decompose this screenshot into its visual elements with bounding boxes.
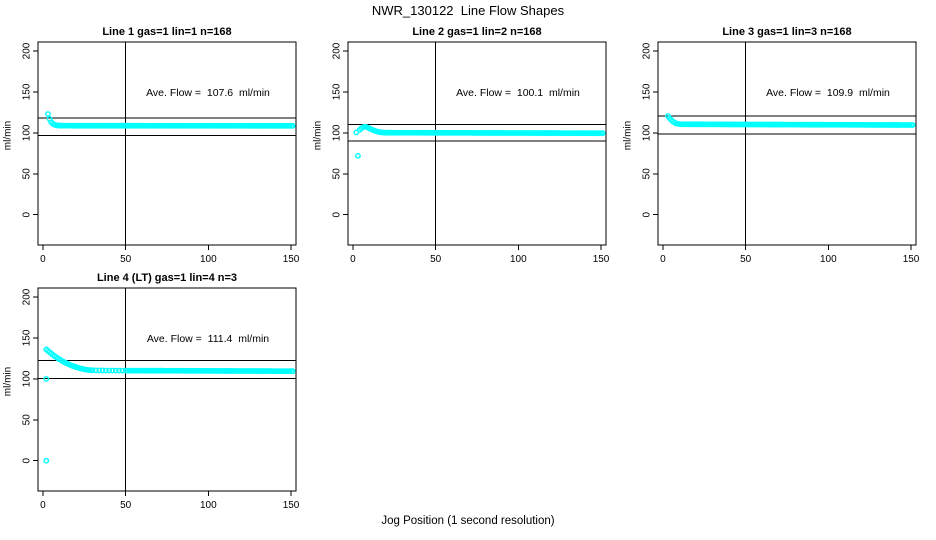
y-tick-label: 50 [22,414,33,426]
y-tick-label: 200 [22,42,33,59]
y-tick-label: 100 [642,124,653,141]
x-tick-label: 0 [40,500,46,511]
y-tick-label: 50 [642,168,653,180]
y-tick-label: 100 [332,124,343,141]
y-tick-label: 0 [642,211,653,217]
data-point [355,152,361,159]
y-axis-title: ml/min [2,120,14,151]
x-tick-label: 50 [740,254,752,265]
y-tick-label: 50 [22,168,33,180]
y-tick-label: 150 [332,83,343,100]
subplot-line-3: 0 50 100 150 0 50 100 150 200 Line 3 gas=1 lin=3… [620,24,932,272]
x-tick-label: 150 [283,500,300,511]
data-point [43,457,50,464]
plot-frame [347,41,607,246]
y-tick-label: 0 [332,211,343,217]
y-tick-label: 0 [22,211,33,217]
subplot-title: Line 4 (LT) gas=1 lin=4 n=3 [96,272,238,284]
x-tick-label: 0 [40,254,46,265]
y-tick-label: 200 [642,42,653,59]
subplot-line-2: 0 50 100 150 0 50 100 150 200 Line 2 gas=1 lin=2… [310,24,622,272]
x-tick-label: 50 [120,500,132,511]
x-tick-label: 150 [593,254,610,265]
y-tick-label: 200 [332,42,343,59]
ave-flow-annotation: Ave. Flow = 100.1 ml/min [456,87,580,99]
plot-frame [37,41,297,246]
ave-flow-annotation: Ave. Flow = 107.6 ml/min [146,87,270,99]
data-point [289,368,296,375]
x-tick-label: 0 [660,254,666,265]
x-tick-label: 50 [120,254,132,265]
y-tick-label: 0 [22,457,33,463]
ave-flow-annotation: Ave. Flow = 109.9 ml/min [766,87,890,99]
data-point [99,367,106,374]
subplot-title: Line 3 gas=1 lin=3 n=168 [722,26,852,38]
y-tick-label: 150 [22,83,33,100]
subplot-line-4: 0 50 100 150 0 50 100 150 200 Line 4 (LT) gas=1 … [0,270,312,518]
plot-canvas-line-1: 0 50 100 150 0 50 100 150 200 [22,41,300,265]
data-point [89,367,96,374]
figure-title: NWR_130122 Line Flow Shapes [371,3,565,18]
y-tick-label: 50 [332,168,343,180]
x-tick-label: 50 [430,254,442,265]
x-tick-label: 100 [510,254,527,265]
data-point [599,130,606,137]
data-point [289,122,296,129]
subplot-title: Line 1 gas=1 lin=1 n=168 [102,26,232,38]
y-axis-title: ml/min [622,120,634,151]
ave-flow-annotation: Ave. Flow = 111.4 ml/min [146,333,270,345]
plot-frame [37,287,297,492]
y-tick-label: 100 [22,370,33,387]
x-tick-label: 100 [200,254,217,265]
y-axis-title: ml/min [2,366,14,397]
data-point [112,367,119,374]
x-tick-label: 150 [283,254,300,265]
y-axis-title: ml/min [312,120,324,151]
y-tick-label: 100 [22,124,33,141]
plot-canvas-line-3: 0 50 100 150 0 50 100 150 200 [642,41,920,265]
x-tick-label: 100 [820,254,837,265]
data-point [909,122,916,128]
x-tick-label: 100 [200,500,217,511]
data-point [43,375,50,382]
data-point [92,367,99,374]
data-point [45,111,51,117]
data-point [109,367,116,374]
x-axis-label: Jog Position (1 second resolution) [381,515,555,527]
y-tick-label: 200 [22,288,33,305]
plot-canvas-line-4: 0 50 100 150 0 50 100 150 200 [22,287,300,511]
plot-canvas-line-2: 0 50 100 150 0 50 100 150 200 [332,41,610,265]
y-tick-label: 150 [642,83,653,100]
data-point [106,367,113,374]
data-point [102,367,109,374]
data-point [116,367,122,374]
subplot-title: Line 2 gas=1 lin=2 n=168 [412,26,542,38]
y-tick-label: 150 [22,329,33,346]
data-point [96,367,103,374]
x-tick-label: 0 [350,254,356,265]
subplot-line-1: 0 50 100 150 0 50 100 150 200 Line 1 gas=1 lin=1… [0,24,312,272]
x-tick-label: 150 [903,254,920,265]
plot-frame [657,41,917,246]
